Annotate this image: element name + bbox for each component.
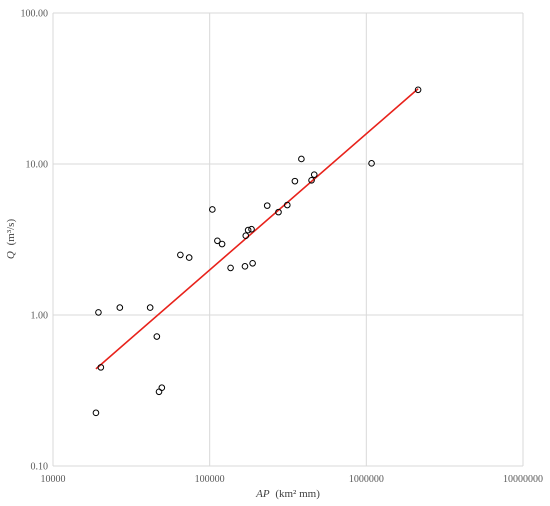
x-tick-label: 1000000 — [349, 474, 384, 485]
data-point — [308, 176, 315, 184]
x-tick-label: 10000000 — [503, 474, 543, 485]
tick-labels: 10000 100000 1000000 10000000 0.10 1.00 10.00 1… — [21, 9, 544, 486]
data-point — [248, 225, 255, 233]
x-tick-label: 100000 — [195, 474, 225, 485]
data-point — [414, 86, 422, 94]
x-axis-title: AP (km² mm) — [255, 488, 320, 500]
y-tick-label: 1.00 — [31, 311, 49, 322]
data-point — [249, 259, 256, 267]
data-point — [291, 177, 299, 185]
data-point — [368, 160, 375, 167]
data-point — [153, 333, 161, 340]
data-point — [227, 264, 234, 272]
data-point — [97, 364, 105, 371]
x-tick-label: 10000 — [41, 474, 66, 485]
data-point — [92, 409, 100, 417]
data-point — [263, 202, 271, 209]
data-point — [158, 384, 166, 392]
y-axis-title: Q (m³/s) — [5, 219, 17, 260]
data-point — [241, 263, 249, 270]
data-point — [146, 304, 154, 311]
data-point — [177, 251, 184, 259]
data-point — [310, 171, 318, 178]
y-tick-label: 10.00 — [26, 160, 49, 171]
trendline — [95, 88, 419, 370]
data-point — [242, 232, 250, 240]
data-point — [284, 201, 291, 209]
data-point — [95, 309, 102, 316]
data-points — [92, 86, 422, 417]
grid-lines — [52, 12, 524, 467]
data-point — [298, 155, 305, 163]
data-point — [185, 254, 193, 261]
data-point — [218, 240, 226, 248]
data-point — [116, 304, 124, 311]
y-tick-label: 100.00 — [21, 9, 49, 20]
data-point — [275, 208, 282, 216]
data-point — [214, 237, 221, 245]
data-point — [209, 206, 216, 213]
data-point — [244, 226, 252, 234]
y-tick-label: 0.10 — [31, 462, 49, 473]
